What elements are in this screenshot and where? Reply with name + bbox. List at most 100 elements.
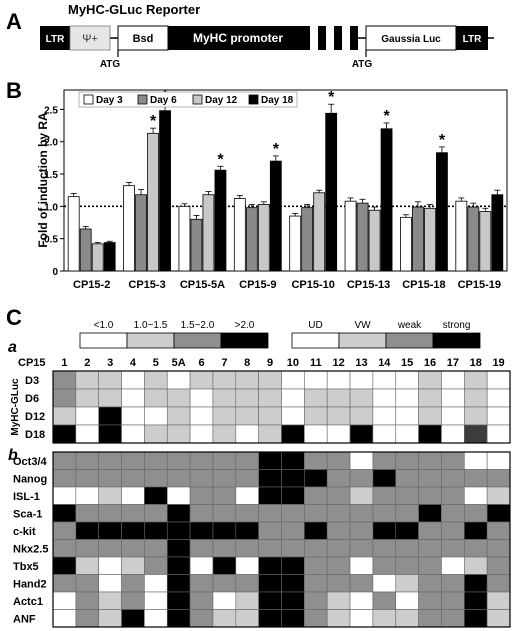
heat-cell — [189, 556, 214, 575]
heat-cell — [258, 591, 282, 610]
heat-cell — [98, 609, 122, 628]
bar — [159, 110, 171, 272]
ltr-left-label: LTR — [46, 34, 65, 45]
heat-cell — [281, 424, 305, 444]
heat-cell — [98, 424, 122, 444]
heat-cell — [441, 406, 465, 426]
significance-mark: * — [439, 132, 446, 149]
heat-cell — [258, 469, 282, 488]
heat-cell — [395, 469, 419, 488]
legend-expr-swatch — [338, 332, 387, 349]
heat-cell — [418, 591, 442, 610]
row-label: ANF — [13, 613, 36, 625]
heat-cell — [304, 486, 328, 505]
heat-cell — [486, 609, 511, 628]
heat-cell — [144, 469, 168, 488]
heat-cell — [486, 504, 511, 523]
heat-cell — [463, 504, 488, 523]
heat-cell — [98, 556, 122, 575]
y-tick-label: 1.5 — [44, 170, 58, 181]
clone-number: 17 — [447, 357, 459, 369]
heat-cell — [258, 609, 282, 628]
heat-cell — [418, 406, 442, 426]
heat-cell — [166, 556, 191, 575]
heat-cell — [52, 556, 77, 575]
heat-cell — [75, 388, 99, 408]
legend-fold-swatch — [220, 332, 269, 349]
heat-cell — [52, 370, 77, 390]
heat-cell — [486, 574, 511, 593]
heat-cell — [395, 591, 419, 610]
heat-cell — [235, 370, 259, 390]
bar — [233, 198, 246, 272]
heat-cell — [189, 486, 214, 505]
heat-cell — [166, 574, 191, 593]
heat-cell — [121, 556, 145, 575]
heat-cell — [166, 591, 191, 610]
legend-expr-label: weak — [397, 320, 422, 331]
heat-cell — [486, 521, 511, 540]
heat-cell — [144, 539, 168, 558]
heat-cell — [235, 521, 259, 540]
promoter-stripe — [326, 26, 334, 50]
clone-number: 5A — [172, 357, 186, 369]
heat-cell — [166, 424, 191, 444]
ltr-left-box — [40, 26, 70, 50]
heat-cell — [52, 504, 77, 523]
heat-cell — [349, 539, 374, 558]
x-tick-label: CP15-9 — [239, 279, 276, 291]
bar — [467, 206, 480, 272]
heat-cell — [75, 539, 99, 558]
bar — [356, 202, 369, 272]
heat-cell — [258, 451, 282, 470]
heat-cell — [326, 504, 351, 523]
heat-cell — [212, 451, 237, 470]
bar — [325, 112, 338, 272]
heat-cell — [75, 609, 99, 628]
legend-swatch — [192, 94, 203, 105]
heat-cell — [52, 591, 77, 610]
plot-frame — [63, 89, 508, 272]
heat-cell — [418, 469, 442, 488]
heat-cell — [372, 539, 397, 558]
heat-cell — [463, 469, 488, 488]
clone-number: 19 — [492, 357, 504, 369]
heat-cell — [212, 556, 237, 575]
heat-cell — [121, 609, 145, 628]
legend-fold-label: <1.0 — [94, 320, 114, 331]
heat-cell — [326, 388, 351, 408]
heat-cell — [281, 539, 305, 558]
heat-cell — [463, 424, 488, 444]
clone-number: 14 — [378, 357, 391, 369]
clone-number: 18 — [470, 357, 482, 369]
legend-swatch — [83, 94, 94, 105]
row-label: Oct3/4 — [13, 456, 48, 468]
heat-cell — [349, 424, 374, 444]
heat-cell — [395, 521, 419, 540]
heat-cell — [144, 388, 168, 408]
clone-number: 6 — [198, 357, 204, 369]
heat-cell — [326, 556, 351, 575]
heat-cell — [52, 388, 77, 408]
heat-cell — [441, 539, 465, 558]
heat-cell — [326, 370, 351, 390]
heat-cell — [281, 591, 305, 610]
heat-cell — [486, 451, 511, 470]
heat-cell — [189, 521, 214, 540]
heat-cell — [349, 556, 374, 575]
heat-cell — [418, 486, 442, 505]
heat-cell — [166, 469, 191, 488]
row-label: D18 — [25, 429, 45, 441]
bar — [257, 204, 270, 272]
heat-cell — [121, 574, 145, 593]
heat-cell — [486, 486, 511, 505]
heat-cell — [212, 424, 237, 444]
heat-cell — [395, 388, 419, 408]
heat-cell — [395, 424, 419, 444]
heat-cell — [166, 521, 191, 540]
bsd-box — [117, 25, 169, 51]
heat-cell — [281, 451, 305, 470]
bar — [67, 196, 80, 272]
legend-label: Day 18 — [261, 95, 294, 106]
